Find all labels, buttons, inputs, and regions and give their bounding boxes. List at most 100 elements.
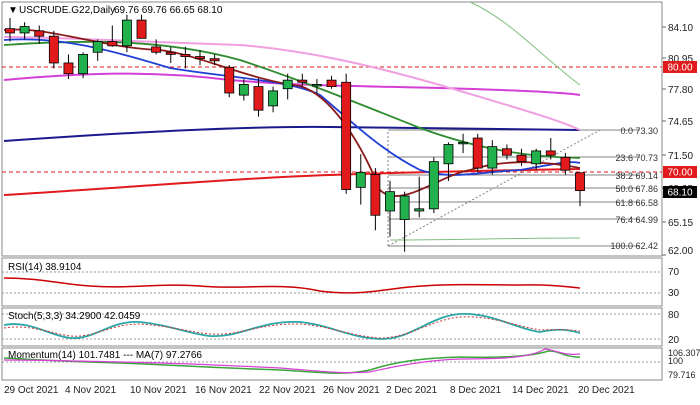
- price-pane[interactable]: [1, 1, 663, 257]
- candle-bullish[interactable]: [238, 84, 249, 96]
- price-tick-label: 84.10: [668, 23, 693, 34]
- candle-bearish[interactable]: [165, 51, 176, 55]
- candle-bearish[interactable]: [545, 150, 556, 156]
- ma-gray-band-lower: [389, 237, 581, 241]
- candle-bullish[interactable]: [19, 26, 30, 34]
- level-80-tag: 80.00: [663, 61, 697, 74]
- candle-bullish[interactable]: [282, 79, 293, 90]
- candle-bullish[interactable]: [355, 171, 366, 188]
- fibonacci-labels: 0.0 73.30 23.6 70.73 38.2 69.14 50.0 67.…: [610, 126, 658, 251]
- candle-bullish[interactable]: [268, 90, 279, 107]
- candle-bearish[interactable]: [370, 174, 381, 216]
- fibonacci-retracement[interactable]: [387, 129, 640, 247]
- candle-bearish[interactable]: [195, 56, 205, 60]
- date-tick: 29 Oct 2021: [4, 385, 59, 396]
- ma-darkred: [3, 28, 581, 197]
- candle-bullish[interactable]: [428, 161, 439, 210]
- level-70-tag: 70.00: [663, 166, 697, 179]
- momentum-label: Momentum(14) 101.7481 --- MA(7) 97.2766: [8, 350, 202, 361]
- date-tick: 2 Dec 2021: [386, 385, 438, 396]
- ma-magenta: [3, 72, 581, 96]
- rsi-label: RSI(14) 38.9104: [8, 262, 82, 273]
- candle-bearish[interactable]: [180, 54, 191, 57]
- candle-bearish[interactable]: [326, 79, 337, 87]
- candle-bullish[interactable]: [399, 195, 410, 220]
- candle-bearish[interactable]: [575, 172, 585, 191]
- candle-bearish[interactable]: [5, 28, 15, 34]
- symbol-label: USCRUDE.G22,Daily: [19, 5, 115, 16]
- fib-label: 23.6 70.73: [615, 153, 658, 163]
- candle-bearish[interactable]: [472, 137, 483, 169]
- candle-bullish[interactable]: [92, 41, 103, 53]
- candle-bullish[interactable]: [121, 19, 132, 47]
- momentum-ma-line: [3, 348, 581, 374]
- level-70-label: 70.00: [667, 168, 692, 179]
- ohlc-values: 69.76 69.76 66.65 68.10: [114, 5, 223, 16]
- fib-label: 61.8 66.58: [615, 198, 658, 208]
- candle-bullish[interactable]: [78, 54, 89, 75]
- level-80-label: 80.00: [667, 63, 692, 74]
- date-tick: 26 Nov 2021: [323, 385, 380, 396]
- candle-bullish[interactable]: [487, 146, 498, 169]
- candle-bullish[interactable]: [414, 208, 425, 212]
- date-tick: 10 Nov 2021: [130, 385, 187, 396]
- candle-bullish[interactable]: [385, 191, 395, 212]
- date-tick: 22 Nov 2021: [259, 385, 316, 396]
- momentum-pane[interactable]: [1, 347, 663, 381]
- candle-bearish[interactable]: [48, 35, 59, 64]
- price-tick-label: 71.50: [668, 151, 693, 162]
- momentum-tick: 100: [668, 356, 683, 366]
- moving-averages: [3, 1, 581, 241]
- ma-blue: [3, 38, 581, 176]
- momentum-tick: 79.716: [668, 370, 696, 380]
- date-tick: 14 Dec 2021: [512, 385, 569, 396]
- rsi-tick: 70: [668, 267, 680, 278]
- date-tick: 4 Nov 2021: [65, 385, 117, 396]
- fib-label: 38.2 69.14: [615, 171, 658, 181]
- rsi-tick: 30: [668, 288, 680, 299]
- fib-label: 76.4 64.99: [615, 215, 658, 225]
- price-tick-label: 74.65: [668, 117, 693, 128]
- candle-bearish[interactable]: [224, 66, 235, 94]
- candle-bullish[interactable]: [458, 141, 469, 145]
- candle-bearish[interactable]: [63, 62, 74, 75]
- candle-bearish[interactable]: [209, 58, 220, 62]
- ma-navy: [3, 125, 581, 142]
- candle-bullish[interactable]: [531, 150, 542, 165]
- stoch-main-line: [3, 313, 581, 340]
- candle-bearish[interactable]: [34, 30, 45, 37]
- ma-gray-band-upper: [469, 1, 581, 86]
- stoch-pane[interactable]: [1, 307, 663, 347]
- stoch-tick: 20: [668, 335, 680, 346]
- fib-label: 0.0 73.30: [620, 126, 658, 136]
- candle-bullish[interactable]: [311, 84, 322, 87]
- candle-bearish[interactable]: [107, 41, 118, 47]
- candle-bearish[interactable]: [501, 148, 512, 156]
- last-price-tag: 68.10: [663, 186, 697, 199]
- momentum-tick: 106.3075: [668, 348, 700, 358]
- candlestick-series[interactable]: [5, 14, 585, 252]
- candle-bearish[interactable]: [297, 79, 308, 83]
- price-tick-label: 62.00: [668, 246, 693, 257]
- candle-bearish[interactable]: [253, 86, 264, 111]
- rsi-pane[interactable]: [1, 257, 663, 307]
- fib-label: 50.0 67.86: [615, 184, 658, 194]
- date-axis: 29 Oct 2021 4 Nov 2021 10 Nov 2021 16 No…: [4, 385, 635, 396]
- stoch-tick: 80: [668, 310, 680, 321]
- candle-bearish[interactable]: [560, 156, 571, 171]
- expand-triangle-icon[interactable]: ▼: [8, 5, 18, 16]
- candle-bearish[interactable]: [151, 46, 162, 53]
- candle-bearish[interactable]: [136, 19, 147, 39]
- price-tick-label: 77.80: [668, 85, 693, 96]
- stoch-label: Stoch(5,3,3) 34.2900 42.0459: [8, 311, 141, 322]
- price-tick-label: 80.95: [668, 54, 693, 65]
- chart-header: ▼ USCRUDE.G22,Daily 69.76 69.76 66.65 68…: [8, 5, 223, 16]
- candle-bearish[interactable]: [341, 81, 352, 190]
- rsi-line: [3, 277, 581, 294]
- candle-bullish[interactable]: [443, 144, 454, 165]
- last-price-label: 68.10: [667, 188, 692, 199]
- price-tick-label: 65.15: [668, 218, 693, 229]
- candle-bearish[interactable]: [516, 154, 527, 163]
